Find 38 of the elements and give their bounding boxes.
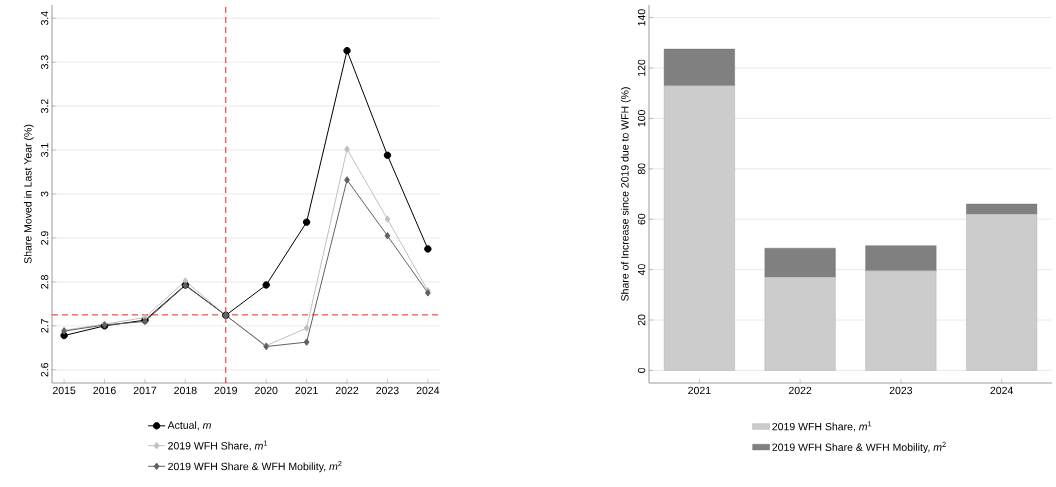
- x-tick-label: 2016: [93, 386, 116, 395]
- y-tick-label: 2.7: [40, 319, 49, 333]
- x-tick-label: 2022: [335, 386, 359, 395]
- y-tick-label: 60: [637, 213, 646, 225]
- y-tick-label: 3.2: [40, 99, 49, 113]
- y-axis-title: Share Moved in Last Year (%): [23, 124, 34, 264]
- legend-label: 2019 WFH Share, m$^{1}$: [168, 440, 268, 451]
- y-tick-label: 40: [637, 264, 646, 276]
- x-tick-label: 2019: [214, 386, 237, 395]
- y-tick-label: 3.3: [40, 55, 49, 70]
- legend-label: 2019 WFH Share, m$^{1}$: [772, 421, 872, 432]
- x-tick-label: 2017: [133, 386, 157, 395]
- x-tick-label: 2021: [688, 386, 711, 395]
- y-tick-label: 3: [40, 191, 49, 197]
- x-tick-label: 2022: [788, 386, 812, 395]
- y-axis-title: Share of Increase since 2019 due to WFH (%): [620, 87, 631, 301]
- y-tick-label: 80: [637, 163, 646, 175]
- x-tick-label: 2024: [990, 386, 1013, 395]
- legend-label: 2019 WFH Share & WFH Mobility, m$^{2}$: [168, 460, 342, 473]
- y-tick-label: 3.4: [40, 11, 49, 26]
- legend-label: 2019 WFH Share & WFH Mobility, m$^{2}$: [772, 441, 946, 454]
- y-tick-label: 20: [637, 314, 646, 326]
- y-tick-label: 100: [637, 110, 646, 127]
- legend-label: Actual, m: [167, 421, 211, 431]
- x-tick-label: 2020: [255, 386, 278, 395]
- x-tick-label: 2024: [416, 386, 440, 395]
- y-tick-label: 2.8: [40, 275, 49, 289]
- x-tick-label: 2023: [376, 386, 399, 395]
- y-tick-label: 120: [637, 59, 646, 76]
- y-tick-label: 0: [637, 367, 646, 373]
- x-tick-label: 2015: [52, 386, 76, 395]
- x-tick-label: 2021: [295, 386, 318, 395]
- y-tick-label: 2.9: [40, 231, 49, 245]
- y-tick-label: 140: [637, 9, 646, 26]
- x-tick-label: 2023: [889, 386, 913, 395]
- y-tick-label: 2.6: [40, 362, 49, 377]
- x-tick-label: 2018: [174, 386, 197, 395]
- y-tick-label: 3.1: [40, 143, 49, 157]
